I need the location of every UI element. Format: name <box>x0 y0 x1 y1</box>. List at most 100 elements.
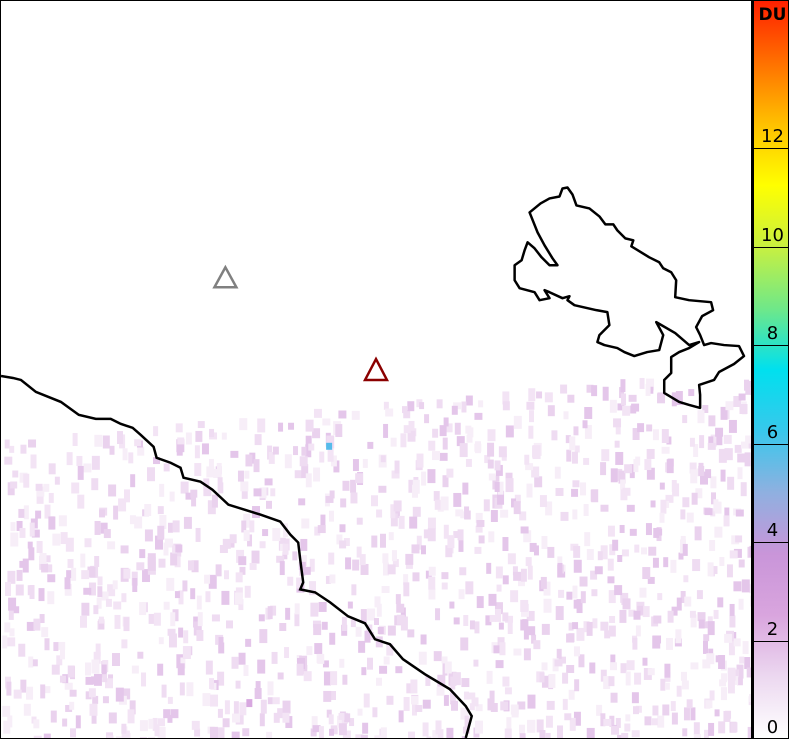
so2-pixel <box>497 481 504 495</box>
so2-pixel <box>244 585 251 598</box>
so2-pixel <box>441 656 448 664</box>
so2-pixel <box>633 459 639 473</box>
so2-pixel <box>544 392 553 403</box>
so2-pixel <box>568 633 575 643</box>
so2-pixel <box>47 574 56 583</box>
so2-pixel <box>621 549 629 557</box>
so2-pixel <box>118 498 127 512</box>
so2-pixel <box>5 582 11 596</box>
so2-pixel <box>367 441 374 449</box>
so2-pixel <box>198 737 204 738</box>
so2-pixel <box>464 715 470 729</box>
so2-pixel <box>422 699 431 709</box>
so2-pixel <box>427 469 436 484</box>
so2-pixel <box>284 647 290 659</box>
so2-pixel <box>719 556 725 566</box>
so2-pixel <box>402 406 408 414</box>
so2-pixel <box>545 715 553 728</box>
so2-pixel <box>164 538 173 548</box>
so2-pixel <box>387 564 396 575</box>
so2-pixel <box>523 530 532 543</box>
so2-pixel <box>374 618 379 626</box>
so2-pixel <box>433 651 442 662</box>
so2-pixel <box>40 684 46 699</box>
so2-pixel <box>393 500 402 512</box>
so2-pixel <box>178 627 184 638</box>
so2-pixel <box>94 520 101 535</box>
so2-pixel <box>210 694 219 707</box>
so2-pixel <box>136 562 145 571</box>
so2-pixel <box>739 656 745 664</box>
so2-pixel <box>724 633 733 643</box>
so2-pixel <box>583 504 589 517</box>
so2-pixel <box>412 703 417 716</box>
so2-pixel <box>541 623 550 635</box>
so2-pixel <box>107 541 116 550</box>
so2-pixel <box>137 446 145 456</box>
so2-pixel <box>303 671 312 682</box>
so2-pixel <box>58 515 67 527</box>
so2-pixel <box>653 527 660 538</box>
so2-pixel <box>568 689 575 700</box>
so2-pixel <box>750 460 751 471</box>
so2-pixel <box>629 528 637 536</box>
so2-pixel <box>657 593 663 601</box>
so2-pixel <box>396 614 405 625</box>
so2-pixel <box>288 422 295 430</box>
so2-pixel <box>408 479 415 493</box>
so2-pixel <box>217 671 225 686</box>
so2-pixel <box>98 616 104 624</box>
so2-pixel <box>603 676 611 690</box>
so2-pixel <box>432 428 439 438</box>
so2-pixel <box>705 700 713 709</box>
so2-pixel <box>167 522 173 533</box>
so2-pixel <box>203 488 212 497</box>
so2-pixel <box>499 642 506 656</box>
so2-pixel <box>35 510 42 519</box>
so2-pixel <box>562 672 569 684</box>
so2-pixel <box>730 722 738 733</box>
so2-pixel <box>657 392 664 400</box>
so2-pixel <box>617 554 623 562</box>
so2-pixel <box>339 524 346 533</box>
so2-pixel <box>41 563 49 573</box>
so2-pixel <box>390 504 396 519</box>
so2-pixel <box>592 618 598 629</box>
so2-pixel <box>467 427 474 438</box>
so2-pixel <box>716 435 723 446</box>
so2-pixel <box>441 582 448 590</box>
so2-pixel <box>8 597 17 611</box>
so2-pixel <box>642 657 648 666</box>
so2-pixel <box>741 441 748 449</box>
so2-pixel <box>238 652 246 665</box>
so2-pixel <box>647 576 655 584</box>
so2-pixel <box>277 672 284 680</box>
so2-pixel <box>271 651 278 664</box>
so2-pixel <box>262 529 269 537</box>
so2-pixel <box>71 482 80 494</box>
so2-pixel <box>723 710 731 722</box>
map-panel <box>0 0 752 739</box>
so2-pixel <box>374 596 381 608</box>
so2-pixel <box>72 433 78 446</box>
so2-pixel <box>337 715 342 728</box>
colorbar-tick-label: 4 <box>766 520 779 542</box>
so2-pixel <box>376 509 383 518</box>
so2-pixel <box>622 405 631 416</box>
so2-pixel <box>62 718 68 727</box>
so2-pixel <box>696 590 703 600</box>
so2-pixel <box>652 557 659 568</box>
so2-pixel <box>273 712 280 723</box>
so2-pixel <box>178 590 184 605</box>
so2-pixel <box>566 449 572 462</box>
so2-pixel <box>450 676 456 690</box>
so2-pixel <box>112 580 118 590</box>
so2-pixel <box>545 501 553 516</box>
so2-pixel <box>308 443 315 451</box>
so2-pixel <box>699 435 705 449</box>
so2-pixel <box>224 700 230 715</box>
so2-pixel <box>166 577 175 591</box>
so2-pixel <box>502 612 509 622</box>
so2-pixel <box>26 621 35 631</box>
so2-pixel <box>639 587 647 598</box>
